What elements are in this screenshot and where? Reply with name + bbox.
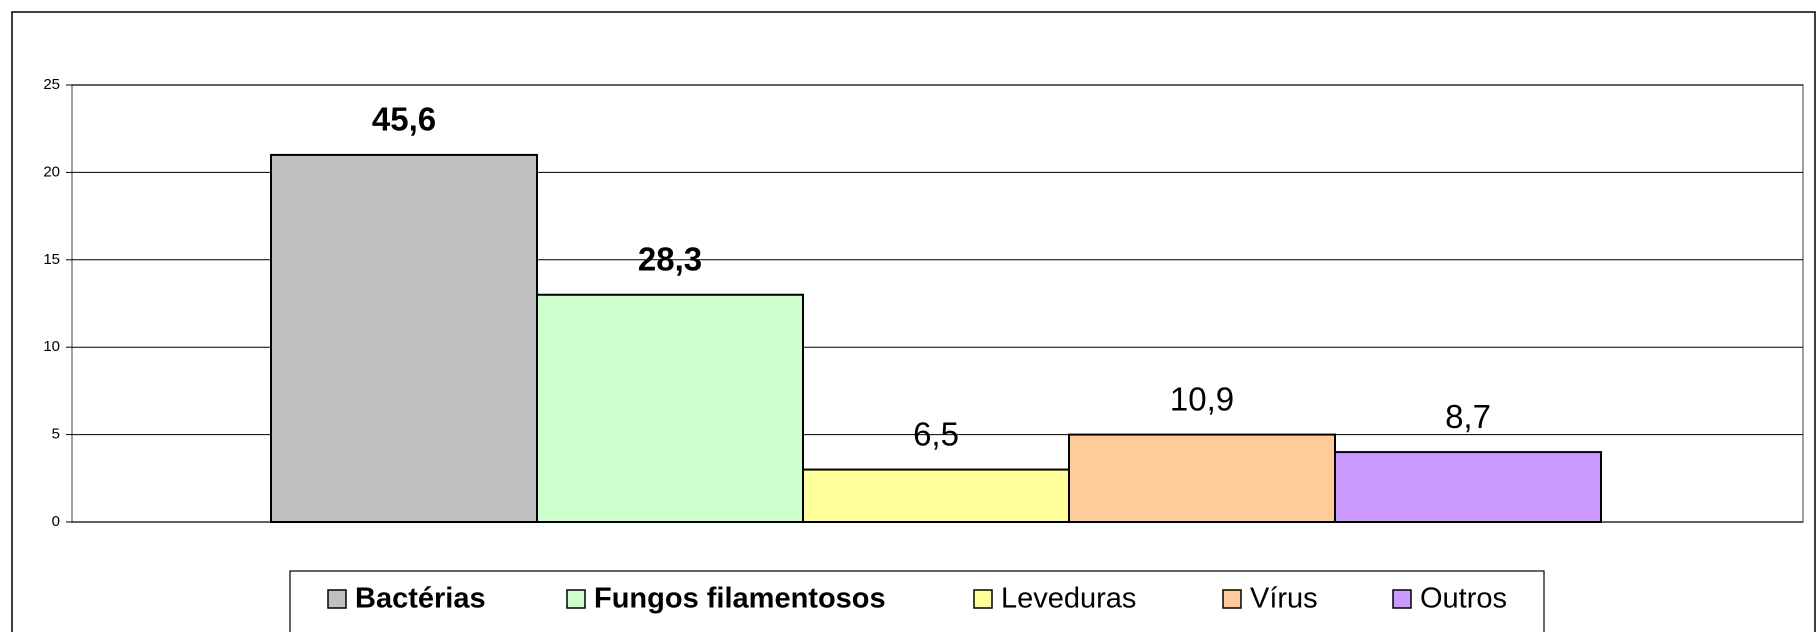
- y-tick-label: 0: [52, 513, 60, 530]
- data-label: 45,6: [372, 101, 436, 138]
- legend-label: Outros: [1420, 583, 1507, 615]
- data-label: 6,5: [913, 415, 959, 452]
- legend-label: Leveduras: [1001, 583, 1136, 615]
- legend-label: Fungos filamentosos: [594, 583, 886, 615]
- data-label: 10,9: [1170, 380, 1234, 417]
- y-tick-label: 5: [52, 426, 60, 443]
- y-tick-label: 10: [43, 338, 60, 355]
- legend-label: Bactérias: [355, 583, 486, 615]
- data-label: 8,7: [1445, 398, 1491, 435]
- bar: [802, 468, 1070, 523]
- legend-swatch: [566, 589, 586, 609]
- legend-swatch: [327, 589, 347, 609]
- y-tick-label: 25: [43, 76, 60, 93]
- bar: [270, 153, 538, 523]
- data-label: 28,3: [638, 240, 702, 277]
- legend-swatch: [1392, 589, 1412, 609]
- bar: [1068, 433, 1336, 524]
- legend-swatch: [973, 589, 993, 609]
- bar: [1334, 451, 1602, 523]
- legend-swatch: [1222, 589, 1242, 609]
- y-tick-label: 15: [43, 251, 60, 268]
- bar: [536, 293, 804, 524]
- y-tick-label: 20: [43, 163, 60, 180]
- legend-box: [289, 570, 1545, 632]
- legend-label: Vírus: [1250, 583, 1318, 615]
